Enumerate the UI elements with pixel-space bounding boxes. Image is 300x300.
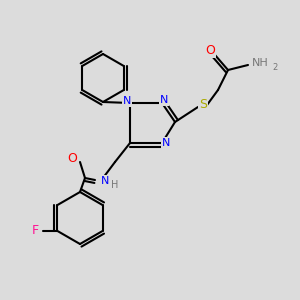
Text: F: F	[32, 224, 39, 238]
Text: N: N	[160, 95, 168, 105]
Text: N: N	[123, 96, 131, 106]
Text: S: S	[199, 98, 207, 112]
Text: H: H	[111, 180, 118, 190]
Text: NH: NH	[252, 58, 268, 68]
Text: O: O	[67, 152, 77, 164]
Text: 2: 2	[272, 64, 277, 73]
Text: N: N	[101, 176, 109, 186]
Text: O: O	[205, 44, 215, 56]
Text: N: N	[162, 138, 170, 148]
